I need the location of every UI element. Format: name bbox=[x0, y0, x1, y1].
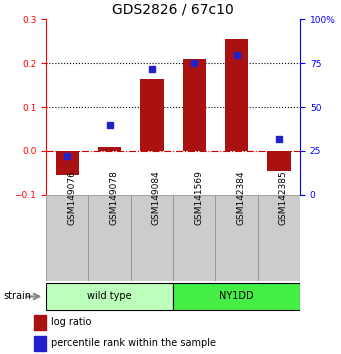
Bar bbox=[46, 195, 88, 281]
Bar bbox=[140, 79, 164, 151]
Bar bbox=[46, 283, 173, 310]
Text: wild type: wild type bbox=[87, 291, 132, 301]
Bar bbox=[267, 151, 291, 171]
Bar bbox=[173, 195, 216, 281]
Bar bbox=[131, 195, 173, 281]
Text: GSM142384: GSM142384 bbox=[237, 170, 246, 225]
Text: GSM149076: GSM149076 bbox=[67, 170, 76, 225]
Bar bbox=[88, 195, 131, 281]
Text: strain: strain bbox=[3, 291, 31, 302]
Text: GSM149078: GSM149078 bbox=[109, 170, 119, 225]
Bar bbox=[216, 195, 258, 281]
Text: GSM149084: GSM149084 bbox=[152, 170, 161, 225]
Bar bbox=[34, 336, 46, 351]
Text: NY1DD: NY1DD bbox=[219, 291, 254, 301]
Bar bbox=[225, 39, 248, 151]
Bar bbox=[34, 315, 46, 330]
Bar bbox=[98, 147, 121, 151]
Text: GSM142385: GSM142385 bbox=[279, 170, 288, 225]
Bar bbox=[182, 59, 206, 151]
Text: percentile rank within the sample: percentile rank within the sample bbox=[51, 338, 216, 348]
Bar bbox=[56, 151, 79, 175]
Text: log ratio: log ratio bbox=[51, 317, 91, 327]
Title: GDS2826 / 67c10: GDS2826 / 67c10 bbox=[112, 3, 234, 17]
Bar bbox=[173, 283, 300, 310]
Bar bbox=[258, 195, 300, 281]
Text: GSM141569: GSM141569 bbox=[194, 170, 203, 225]
